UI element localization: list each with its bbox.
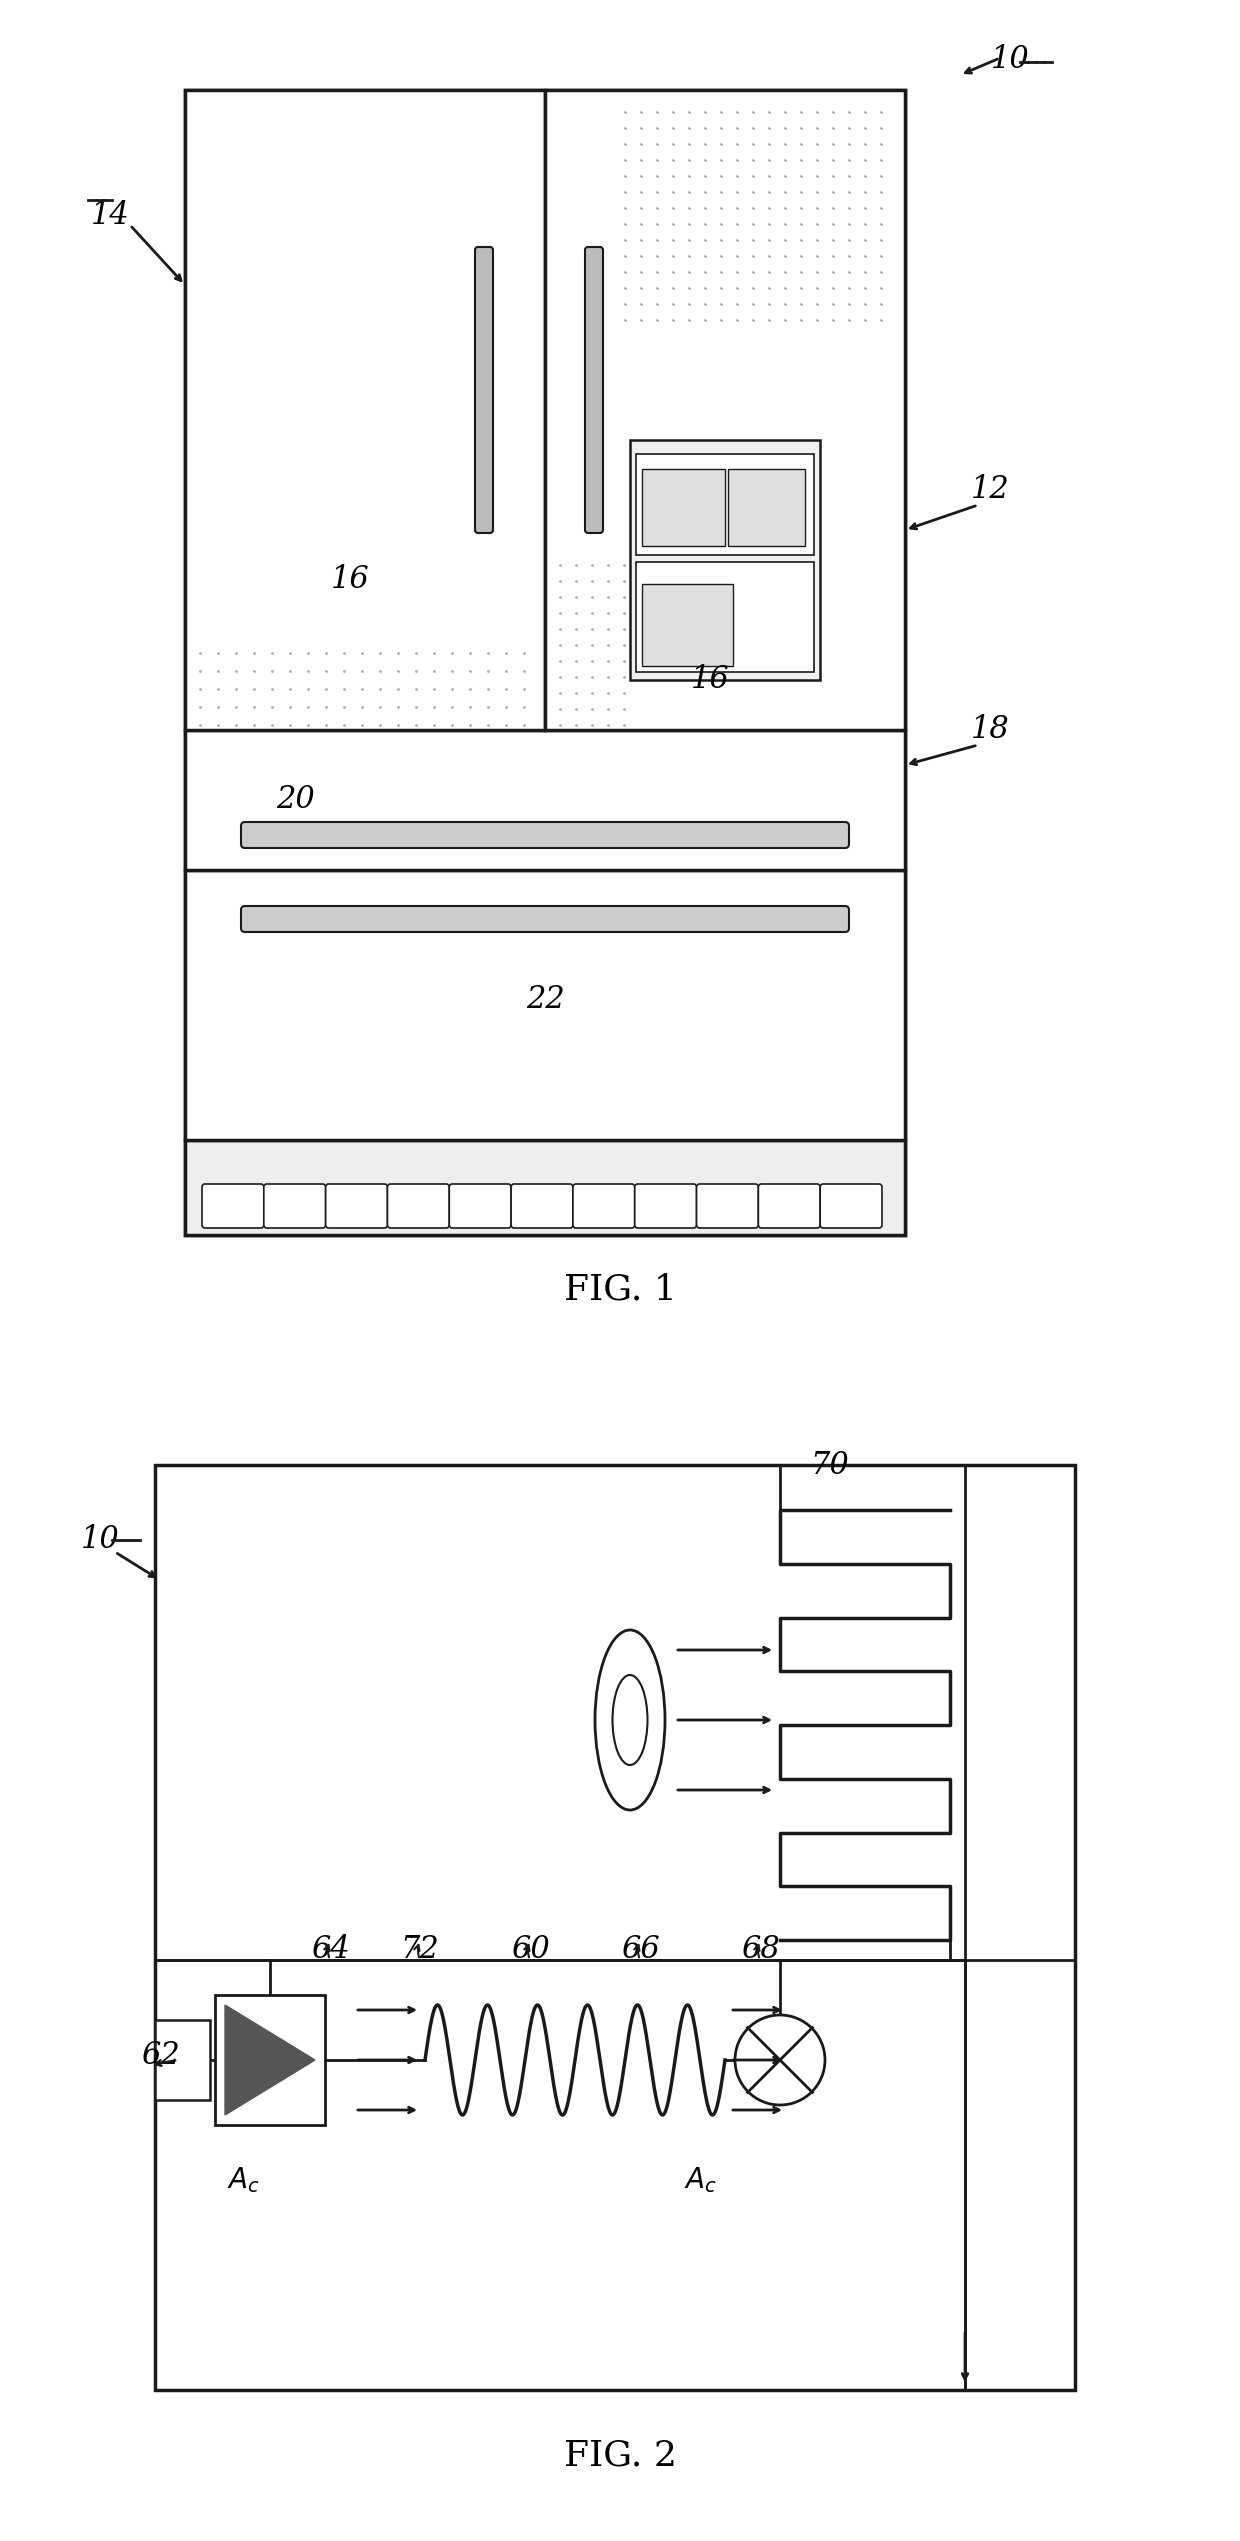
- FancyBboxPatch shape: [202, 1184, 264, 1227]
- FancyBboxPatch shape: [264, 1184, 326, 1227]
- Bar: [642, 468, 725, 546]
- FancyBboxPatch shape: [820, 1184, 882, 1227]
- Text: 66: 66: [621, 1934, 660, 1967]
- FancyBboxPatch shape: [585, 246, 603, 534]
- FancyBboxPatch shape: [387, 1184, 449, 1227]
- Text: $A_c$: $A_c$: [227, 2165, 259, 2195]
- Ellipse shape: [595, 1629, 665, 1809]
- FancyBboxPatch shape: [241, 821, 849, 849]
- Text: 20: 20: [275, 785, 315, 816]
- FancyBboxPatch shape: [759, 1184, 820, 1227]
- Bar: [642, 584, 733, 666]
- Bar: [185, 89, 905, 1235]
- Text: FIG. 2: FIG. 2: [563, 2437, 677, 2472]
- FancyBboxPatch shape: [326, 1184, 387, 1227]
- FancyBboxPatch shape: [511, 1184, 573, 1227]
- FancyBboxPatch shape: [241, 907, 849, 933]
- Text: 16: 16: [331, 564, 370, 595]
- Circle shape: [735, 2015, 825, 2104]
- FancyBboxPatch shape: [573, 1184, 635, 1227]
- FancyBboxPatch shape: [697, 1184, 759, 1227]
- Bar: [636, 562, 813, 671]
- Text: 22: 22: [526, 983, 564, 1016]
- Text: FIG. 1: FIG. 1: [563, 1273, 677, 1306]
- Bar: [155, 2020, 210, 2099]
- Text: 10: 10: [991, 46, 1029, 76]
- Bar: [728, 468, 805, 546]
- Bar: [215, 1995, 325, 2124]
- Text: $A_c$: $A_c$: [683, 2165, 717, 2195]
- Bar: [185, 1141, 905, 1235]
- Text: 60: 60: [511, 1934, 549, 1967]
- Text: 18: 18: [971, 714, 1009, 745]
- Bar: [630, 440, 820, 681]
- Text: 62: 62: [140, 2040, 180, 2071]
- Text: 16: 16: [691, 666, 729, 696]
- Polygon shape: [224, 2005, 315, 2114]
- Text: 70: 70: [811, 1448, 849, 1481]
- Bar: [185, 869, 905, 1141]
- Text: 12: 12: [971, 475, 1009, 506]
- Bar: [185, 729, 905, 869]
- Bar: [155, 1466, 1075, 2391]
- Bar: [636, 455, 813, 554]
- Text: 64: 64: [311, 1934, 350, 1967]
- FancyBboxPatch shape: [475, 246, 494, 534]
- Text: 14: 14: [91, 201, 129, 231]
- Ellipse shape: [613, 1675, 647, 1766]
- Text: 10: 10: [81, 1525, 119, 1555]
- FancyBboxPatch shape: [449, 1184, 511, 1227]
- Text: 72: 72: [401, 1934, 439, 1967]
- Bar: [185, 89, 546, 729]
- FancyBboxPatch shape: [635, 1184, 697, 1227]
- Bar: [546, 89, 905, 729]
- Text: 68: 68: [740, 1934, 780, 1967]
